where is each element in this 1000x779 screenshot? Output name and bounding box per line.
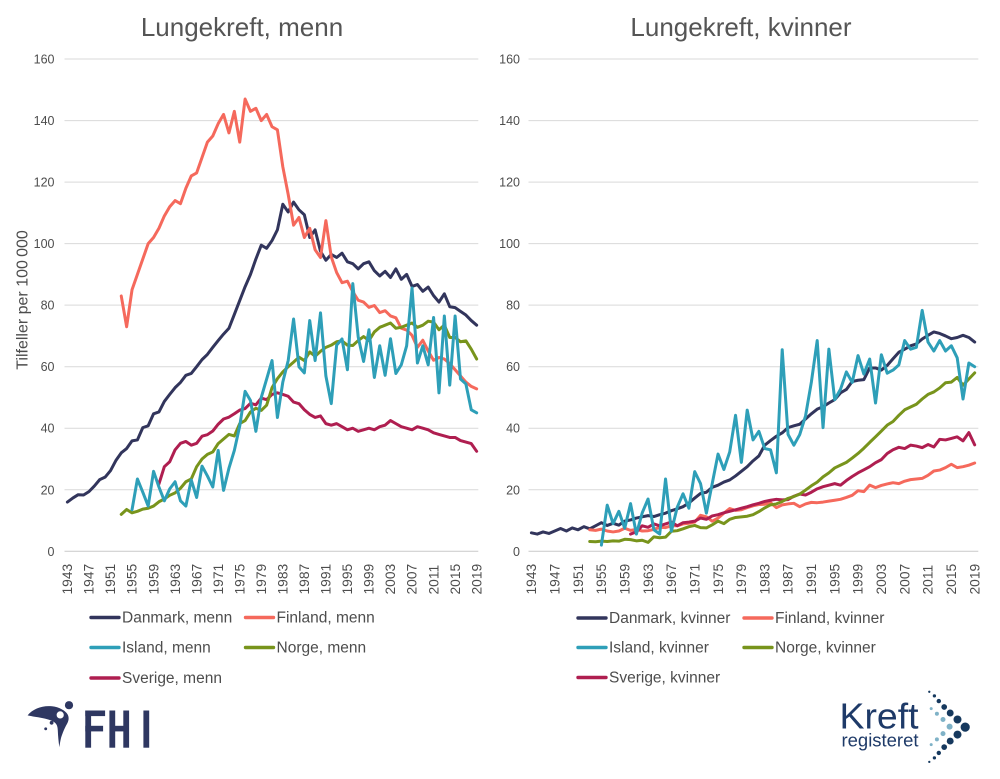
svg-text:Norge, menn: Norge, menn [277, 640, 367, 657]
svg-text:Island, kvinner: Island, kvinner [609, 640, 709, 657]
svg-text:Island, menn: Island, menn [122, 640, 211, 657]
svg-text:1967: 1967 [189, 564, 204, 595]
svg-text:Sverige, kvinner: Sverige, kvinner [609, 670, 720, 687]
svg-text:140: 140 [34, 114, 55, 128]
svg-text:1975: 1975 [232, 563, 247, 594]
svg-text:140: 140 [499, 114, 520, 128]
svg-text:40: 40 [506, 422, 520, 436]
svg-text:Finland, menn: Finland, menn [277, 610, 375, 627]
svg-text:1959: 1959 [146, 563, 161, 594]
svg-text:1987: 1987 [297, 564, 312, 595]
svg-text:1995: 1995 [340, 563, 355, 594]
svg-text:1999: 1999 [362, 563, 377, 594]
svg-text:40: 40 [41, 422, 55, 436]
svg-text:2003: 2003 [383, 563, 398, 594]
svg-text:2019: 2019 [469, 563, 484, 594]
svg-text:20: 20 [506, 483, 520, 497]
svg-text:1979: 1979 [254, 563, 269, 594]
svg-text:1947: 1947 [547, 564, 562, 595]
svg-text:Kreft: Kreft [840, 696, 919, 737]
svg-text:Finland, kvinner: Finland, kvinner [775, 610, 884, 627]
svg-text:2007: 2007 [405, 564, 420, 595]
svg-text:120: 120 [34, 176, 55, 190]
svg-text:1963: 1963 [641, 563, 656, 594]
svg-text:Danmark, kvinner: Danmark, kvinner [609, 610, 730, 627]
svg-text:1991: 1991 [319, 564, 334, 595]
svg-text:1983: 1983 [757, 563, 772, 594]
svg-text:Norge, kvinner: Norge, kvinner [775, 640, 876, 657]
svg-text:2007: 2007 [897, 564, 912, 595]
svg-text:20: 20 [41, 483, 55, 497]
svg-text:Lungekreft, kvinner: Lungekreft, kvinner [630, 12, 851, 42]
svg-text:Sverige, menn: Sverige, menn [122, 670, 222, 687]
svg-text:60: 60 [506, 360, 520, 374]
svg-text:1975: 1975 [711, 563, 726, 594]
svg-text:1983: 1983 [276, 563, 291, 594]
svg-text:1999: 1999 [851, 563, 866, 594]
svg-text:1995: 1995 [827, 563, 842, 594]
svg-text:1943: 1943 [60, 563, 75, 594]
svg-text:0: 0 [513, 545, 520, 559]
svg-text:1943: 1943 [524, 563, 539, 594]
svg-text:100: 100 [34, 237, 55, 251]
svg-text:1955: 1955 [594, 563, 609, 594]
svg-text:Lungekreft, menn: Lungekreft, menn [141, 12, 343, 42]
svg-text:80: 80 [41, 299, 55, 313]
svg-text:1951: 1951 [103, 564, 118, 595]
svg-text:1955: 1955 [125, 563, 140, 594]
svg-text:120: 120 [499, 176, 520, 190]
svg-text:2015: 2015 [448, 563, 463, 594]
svg-text:Danmark, menn: Danmark, menn [122, 610, 232, 627]
svg-text:100: 100 [499, 237, 520, 251]
svg-text:0: 0 [48, 545, 55, 559]
svg-text:2011: 2011 [426, 565, 441, 595]
svg-text:1963: 1963 [168, 563, 183, 594]
svg-text:1979: 1979 [734, 563, 749, 594]
svg-text:160: 160 [34, 53, 55, 67]
svg-text:2003: 2003 [874, 563, 889, 594]
svg-text:60: 60 [41, 360, 55, 374]
svg-text:1971: 1971 [687, 564, 702, 595]
svg-text:2019: 2019 [967, 563, 982, 594]
svg-text:1967: 1967 [664, 564, 679, 595]
svg-text:1987: 1987 [781, 564, 796, 595]
svg-text:1971: 1971 [211, 564, 226, 595]
svg-text:1947: 1947 [82, 564, 97, 595]
svg-text:2015: 2015 [944, 563, 959, 594]
svg-text:Tilfeller per 100 000: Tilfeller per 100 000 [15, 230, 32, 370]
svg-text:registeret: registeret [842, 731, 919, 751]
svg-text:1951: 1951 [571, 564, 586, 595]
svg-text:1991: 1991 [804, 564, 819, 595]
svg-text:80: 80 [506, 299, 520, 313]
svg-text:160: 160 [499, 53, 520, 67]
svg-text:2011: 2011 [921, 565, 936, 595]
svg-text:1959: 1959 [617, 563, 632, 594]
